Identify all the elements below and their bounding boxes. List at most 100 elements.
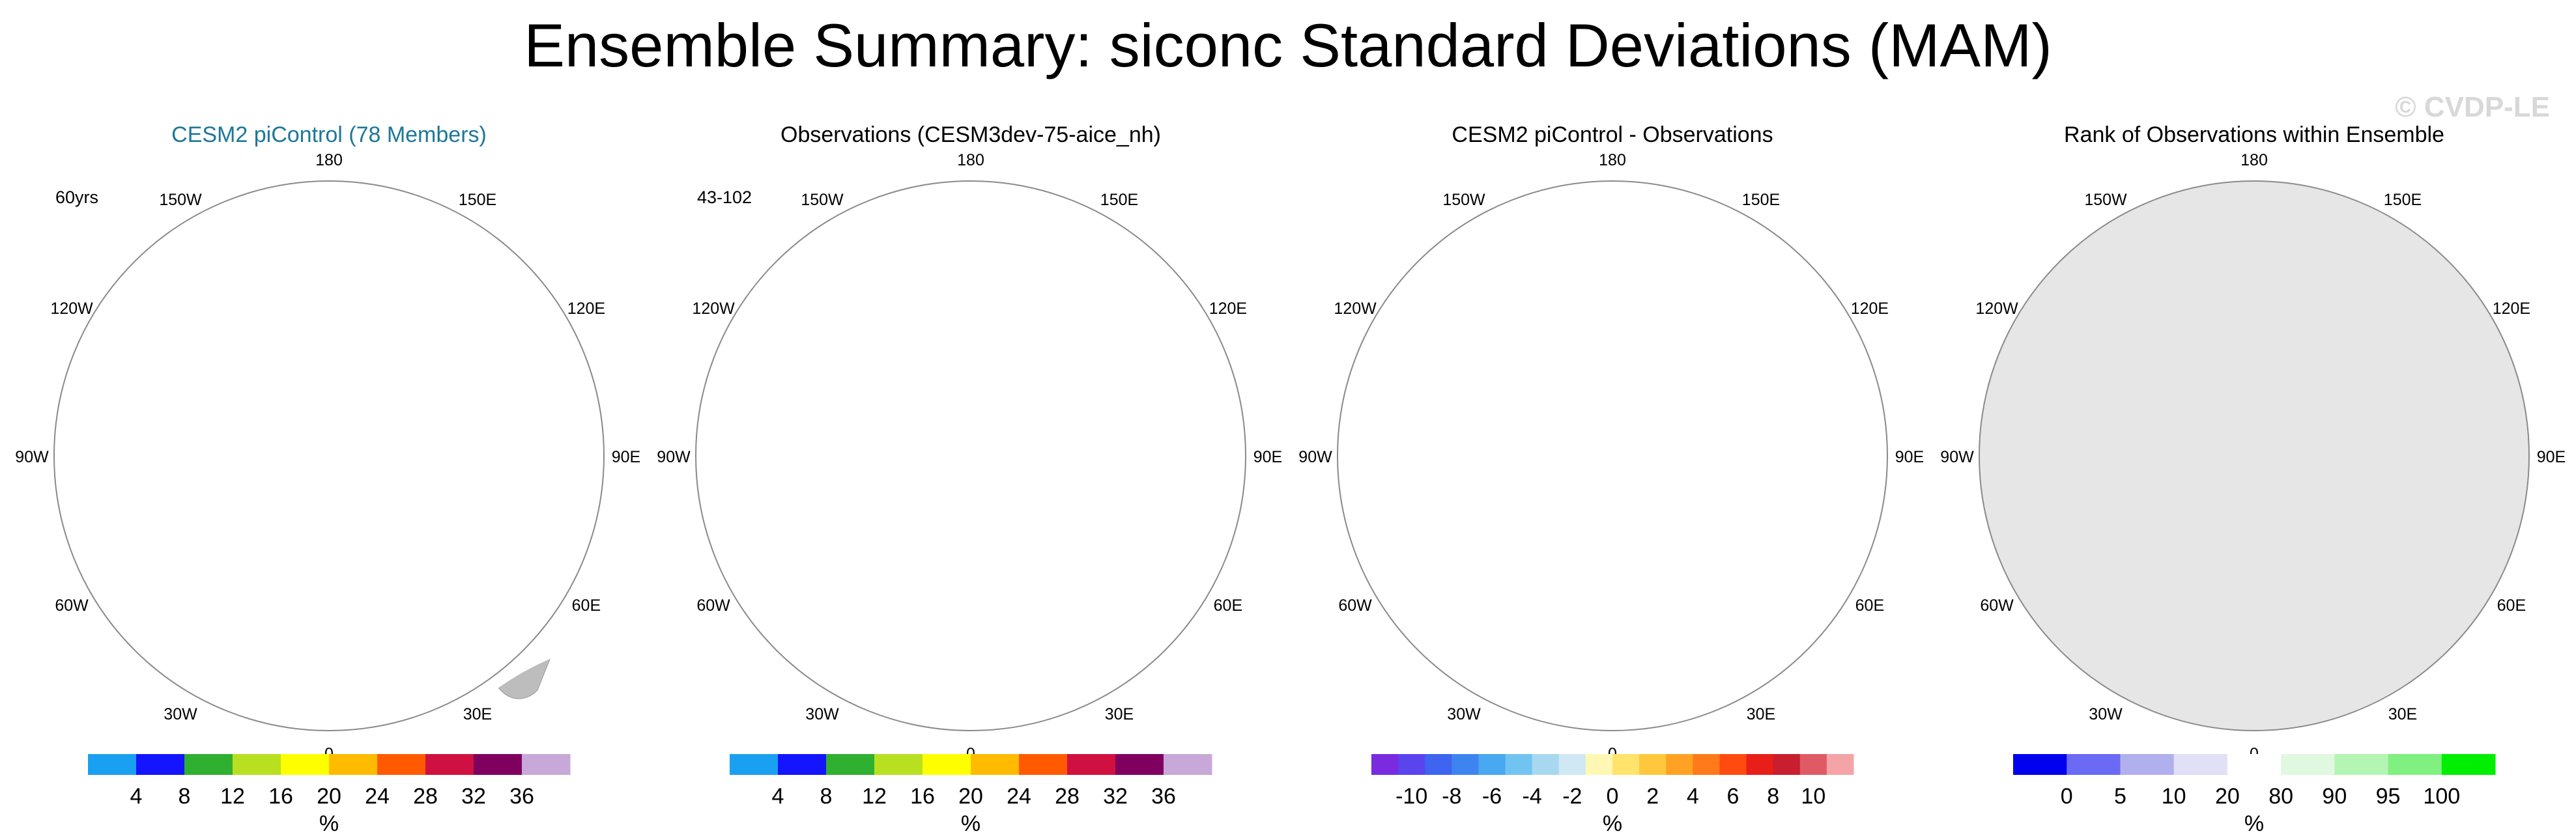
colorbar-bin — [1826, 754, 1854, 775]
colorbar-tick-label: -10 — [1395, 784, 1427, 809]
colorbar-bin — [88, 754, 137, 775]
colorbar-tick-label: 32 — [461, 784, 486, 809]
colorbar-bin — [377, 754, 426, 775]
lon-label: 120W — [692, 300, 735, 318]
lon-label: 60E — [2497, 596, 2526, 615]
colorbar-bin — [2334, 754, 2389, 775]
lon-label: 150W — [1442, 191, 1485, 209]
colorbar-bin — [1067, 754, 1116, 775]
lon-label: 60W — [696, 596, 730, 615]
lon-label: 30W — [164, 705, 197, 723]
colorbar-bin — [2013, 754, 2067, 775]
colorbar-tick-label: 10 — [2162, 784, 2186, 809]
colorbar-tick-label: -6 — [1482, 784, 1502, 809]
lon-label: 90W — [15, 448, 49, 466]
lon-label: 150W — [801, 191, 844, 209]
colorbar-tick-label: 24 — [1007, 784, 1031, 809]
colorbar-bin — [1558, 754, 1586, 775]
lon-label: 90W — [1940, 448, 1974, 466]
colorbar-tick-label: 12 — [862, 784, 887, 809]
lon-label: 30W — [2089, 705, 2123, 723]
lon-label: 120W — [1975, 300, 2018, 318]
lon-label: 60W — [55, 596, 89, 615]
lon-label: 120W — [50, 300, 93, 318]
colorbar-bin — [1371, 754, 1399, 775]
lon-label: 90E — [1895, 448, 1924, 466]
lon-label: 180 — [957, 151, 984, 169]
lon-label: 90E — [612, 448, 640, 466]
colorbar-tick-label: 10 — [1801, 784, 1825, 809]
colorbar-bin — [1505, 754, 1533, 775]
colorbar-bin — [1532, 754, 1560, 775]
map-ocean — [1338, 181, 1887, 731]
colorbar-bin — [1719, 754, 1747, 775]
colorbar-bin — [923, 754, 971, 775]
lon-label: 60W — [1980, 596, 2014, 615]
colorbar-tick-label: 4 — [1687, 784, 1699, 809]
map-panel-1: 180150W150E120W120E90W90E60W60E30W30E0CE… — [15, 122, 640, 836]
lon-label: 180 — [2240, 151, 2268, 169]
colorbar-units: % — [319, 811, 339, 836]
colorbar-tick-label: 4 — [772, 784, 784, 809]
map-outline — [1979, 180, 2530, 731]
panel-period-label: 43-102 — [697, 188, 752, 207]
watermark: © CVDP-LE — [2395, 91, 2550, 123]
map-panel-2: 180150W150E120W120E90W90E60W60E30W30E0Ob… — [657, 122, 1282, 836]
colorbar-bin — [1799, 754, 1827, 775]
colorbar-tick-label: 32 — [1103, 784, 1128, 809]
colorbar-bin — [1452, 754, 1479, 775]
colorbar-tick-label: 90 — [2322, 784, 2347, 809]
colorbar-bin — [1398, 754, 1425, 775]
colorbar-bin — [1693, 754, 1720, 775]
colorbar-bin — [2120, 754, 2175, 775]
lon-label: 150E — [1742, 191, 1780, 209]
lon-label: 90W — [657, 448, 691, 466]
lon-label: 30W — [1447, 705, 1481, 723]
lon-label: 30E — [1105, 705, 1134, 723]
colorbar-bin — [2441, 754, 2496, 775]
map-panel-4: 180 150W 150E 120W 120E 90W 90E 60W 60E 30W 30E 0 Ra… — [1940, 122, 2566, 836]
colorbar-tick-label: 24 — [365, 784, 390, 809]
colorbar-bin — [425, 754, 474, 775]
lon-label: 90E — [1253, 448, 1282, 466]
colorbar-bin — [778, 754, 827, 775]
colorbar: 4 8 12 16 20 24 28 32 36% — [88, 754, 571, 836]
colorbar-bin — [136, 754, 185, 775]
colorbar-bin — [474, 754, 522, 775]
colorbar-tick-label: -4 — [1523, 784, 1542, 809]
map-ocean — [1979, 181, 2529, 731]
colorbar-tick-label: 95 — [2376, 784, 2401, 809]
colorbar-tick-label: 8 — [1767, 784, 1779, 809]
colorbar-units: % — [961, 811, 980, 836]
lon-label: 60W — [1338, 596, 1372, 615]
colorbar-bin — [1478, 754, 1506, 775]
colorbar-bin — [2388, 754, 2442, 775]
colorbar-bin — [971, 754, 1020, 775]
colorbar-bin — [826, 754, 875, 775]
colorbar-bin — [1425, 754, 1452, 775]
colorbar-bin — [2227, 754, 2282, 775]
lon-label: 60E — [1855, 596, 1884, 615]
colorbar-tick-label: 16 — [268, 784, 293, 809]
colorbar-bin — [2281, 754, 2335, 775]
lon-label: 150W — [2084, 191, 2127, 209]
colorbar-bin — [1019, 754, 1068, 775]
colorbar-tick-label: 8 — [820, 784, 833, 809]
panel-title: Observations (CESM3dev-75-aice_nh) — [780, 122, 1161, 147]
colorbar-tick-label: 0 — [1607, 784, 1619, 809]
colorbar-tick-label: 12 — [220, 784, 245, 809]
colorbar: 0 5 10 20 80 90 95 100% — [2013, 754, 2496, 836]
colorbar-bin — [1746, 754, 1774, 775]
lon-label: 60E — [572, 596, 601, 615]
lon-label: 150W — [159, 191, 202, 209]
panel-title: Rank of Observations within Ensemble — [2064, 122, 2444, 147]
map-ocean — [696, 181, 1246, 731]
colorbar-bin — [1666, 754, 1693, 775]
colorbar-tick-label: 20 — [958, 784, 983, 809]
colorbar-tick-label: 28 — [1055, 784, 1080, 809]
lon-label: 90W — [1298, 448, 1332, 466]
colorbar-tick-label: 36 — [1151, 784, 1176, 809]
colorbar-bin — [2173, 754, 2228, 775]
colorbar-bin — [874, 754, 923, 775]
colorbar-bin — [1612, 754, 1640, 775]
